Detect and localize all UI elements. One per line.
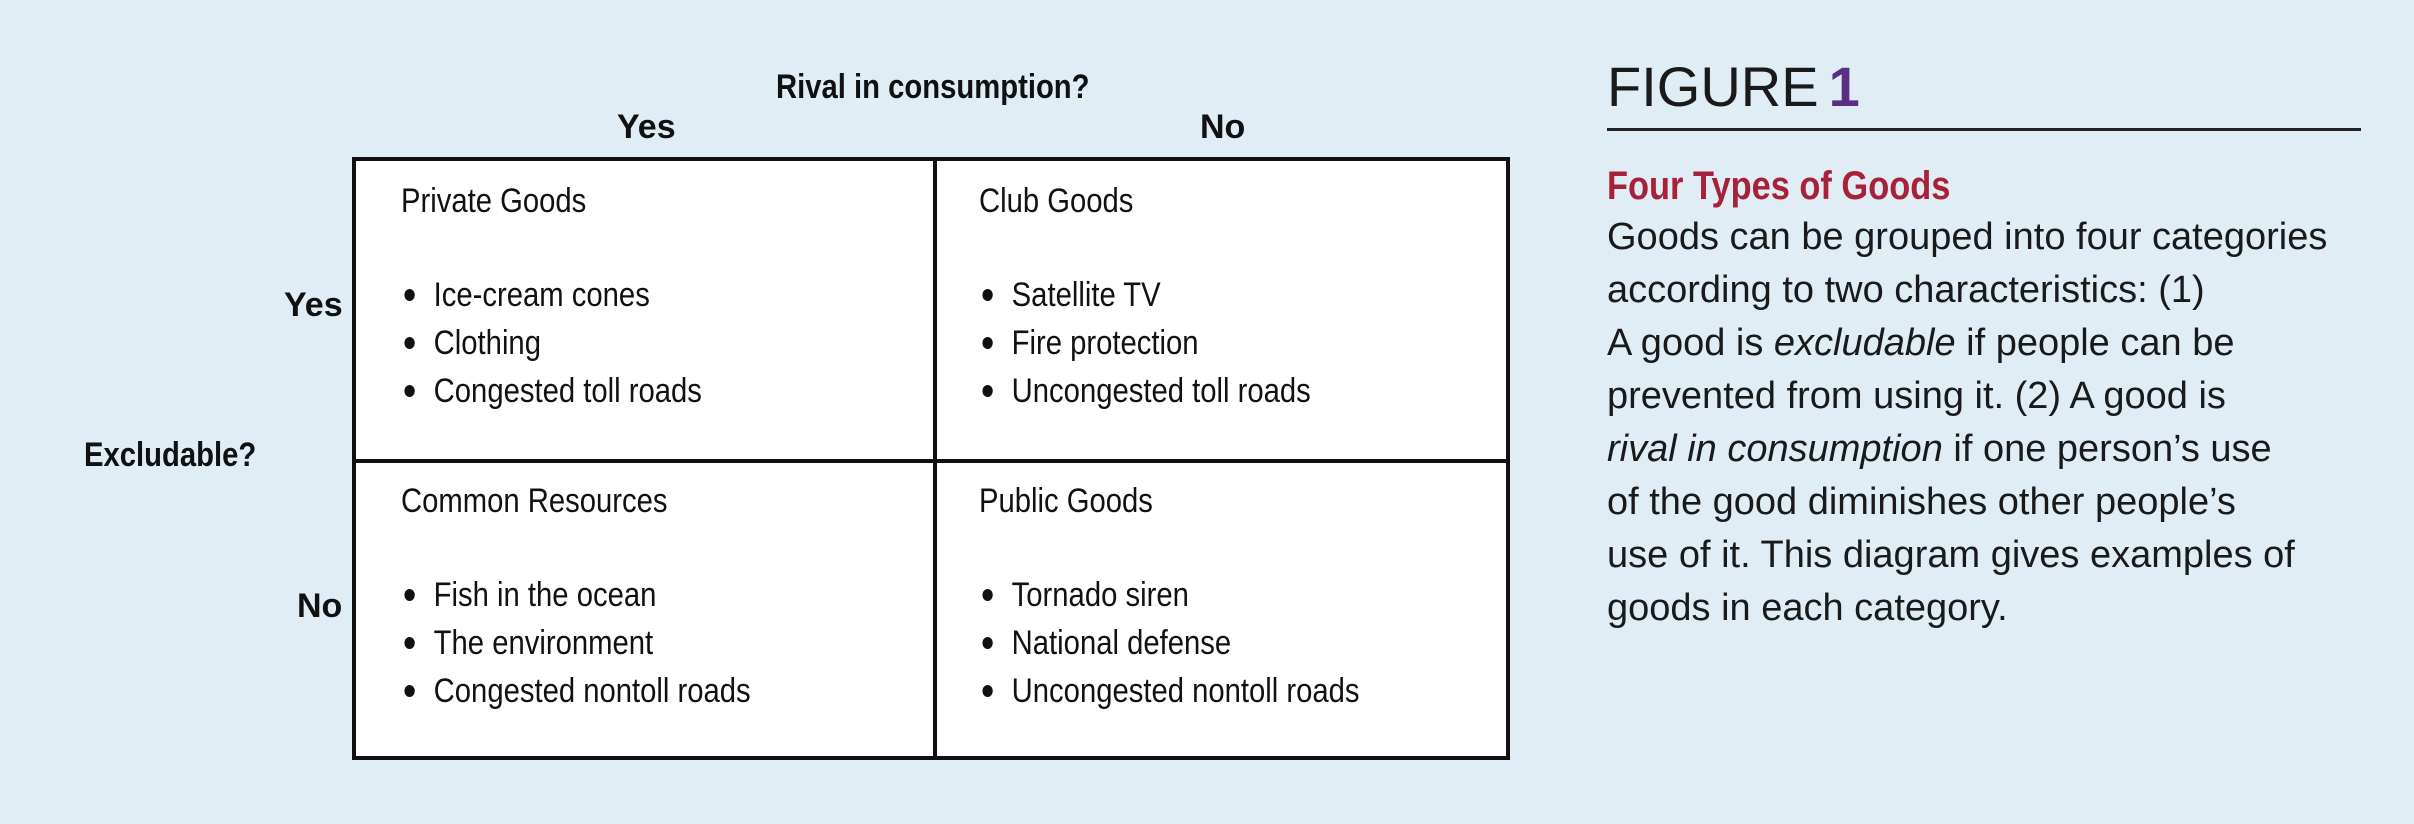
cell-club-goods: Club Goods Satellite TV Fire protection … xyxy=(979,181,1539,471)
caption-line: rival in consumption if one person’s use xyxy=(1607,423,2367,476)
caption-term-rival: rival in consumption xyxy=(1607,428,1943,470)
column-label-no: No xyxy=(1200,108,1246,146)
column-label-yes: Yes xyxy=(617,108,676,146)
row-label-yes: Yes xyxy=(284,286,343,324)
list-item: Fish in the ocean xyxy=(401,571,960,619)
list-item: Fire protection xyxy=(979,319,1538,367)
goods-matrix: Private Goods Ice-cream cones Clothing C… xyxy=(352,157,1510,760)
caption-line: prevented from using it. (2) A good is xyxy=(1607,375,2226,417)
list-item: Tornado siren xyxy=(979,571,1538,619)
list-item: Uncongested nontoll roads xyxy=(979,667,1538,715)
matrix-horizontal-divider xyxy=(356,459,1506,463)
caption-text: if people can be xyxy=(1955,322,2235,364)
caption-term-excludable: excludable xyxy=(1773,322,1956,364)
caption-line: A good is excludable if people can be xyxy=(1607,317,2367,370)
figure-heading: Four Types of Goods xyxy=(1607,164,1951,208)
list-item: National defense xyxy=(979,619,1538,667)
figure-label-text: FIGURE xyxy=(1607,55,1819,118)
figure-number: 1 xyxy=(1828,55,1860,118)
list-item: Uncongested toll roads xyxy=(979,367,1538,415)
cell-title: Public Goods xyxy=(979,482,1153,520)
list-item: Clothing xyxy=(401,319,960,367)
cell-public-goods: Public Goods Tornado siren National defe… xyxy=(979,481,1539,771)
figure-label: FIGURE 1 xyxy=(1607,52,2361,122)
list-item: Satellite TV xyxy=(979,271,1538,319)
caption-line: goods in each category. xyxy=(1607,587,2008,629)
matrix-vertical-divider xyxy=(933,161,937,756)
list-item: The environment xyxy=(401,619,960,667)
list-item: Ice-cream cones xyxy=(401,271,960,319)
caption-line: Goods can be grouped into four categorie… xyxy=(1607,216,2328,258)
figure-caption-text: Goods can be grouped into four categorie… xyxy=(1607,211,2367,635)
examples-list: Satellite TV Fire protection Uncongested… xyxy=(979,271,1538,415)
cell-title: Common Resources xyxy=(401,482,668,520)
caption-text: if one person’s use xyxy=(1942,428,2272,470)
examples-list: Fish in the ocean The environment Conges… xyxy=(401,571,960,715)
row-label-no: No xyxy=(297,587,343,625)
row-axis-title: Excludable? xyxy=(84,436,257,474)
list-item: Congested toll roads xyxy=(401,367,960,415)
caption-line: according to two characteristics: (1) xyxy=(1607,269,2205,311)
caption-text: A good is xyxy=(1607,322,1774,364)
cell-title: Private Goods xyxy=(401,182,587,220)
caption-line: of the good diminishes other people’s xyxy=(1607,481,2236,523)
cell-common-resources: Common Resources Fish in the ocean The e… xyxy=(401,481,961,771)
cell-private-goods: Private Goods Ice-cream cones Clothing C… xyxy=(401,181,961,471)
examples-list: Tornado siren National defense Uncongest… xyxy=(979,571,1538,715)
column-axis-title: Rival in consumption? xyxy=(776,68,1090,106)
examples-list: Ice-cream cones Clothing Congested toll … xyxy=(401,271,960,415)
caption-line: use of it. This diagram gives examples o… xyxy=(1607,534,2295,576)
figure-rule xyxy=(1607,128,2361,131)
list-item: Congested nontoll roads xyxy=(401,667,960,715)
figure-caption-panel: FIGURE 1 Four Types of Goods Goods can be… xyxy=(1607,52,2361,635)
cell-title: Club Goods xyxy=(979,182,1134,220)
